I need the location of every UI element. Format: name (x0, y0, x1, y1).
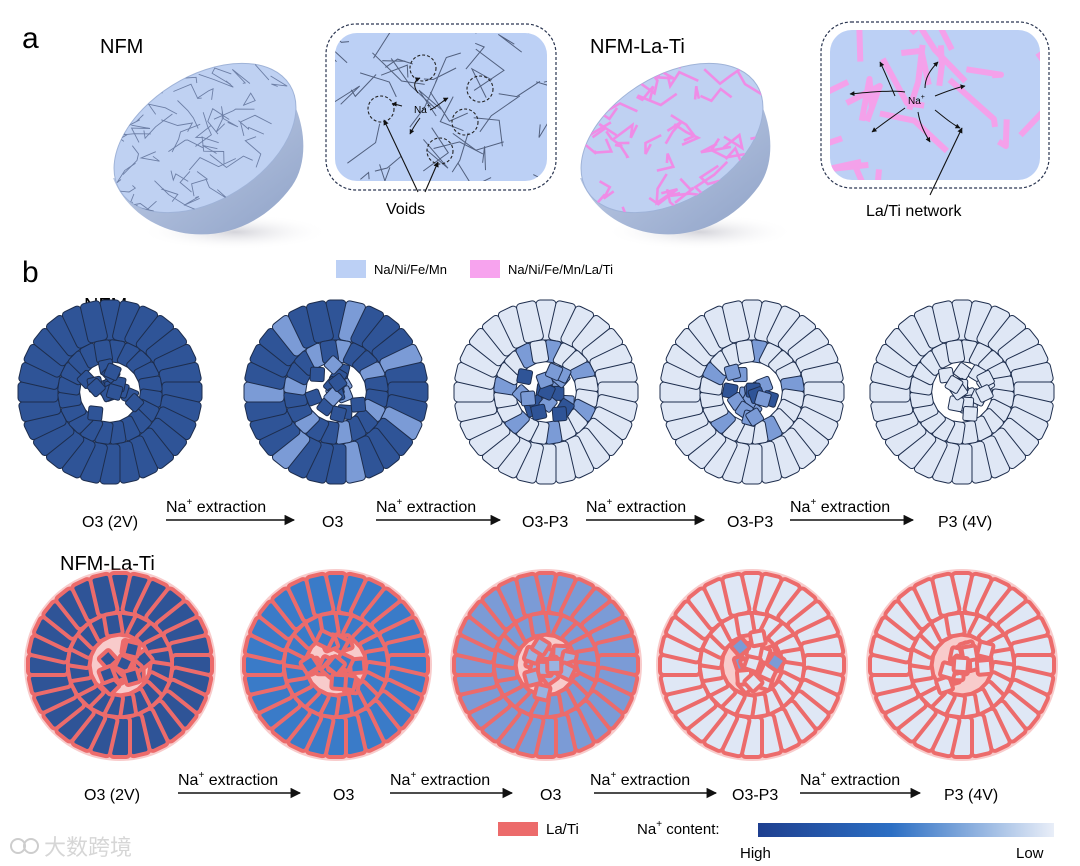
nfm-hemisphere (87, 40, 330, 250)
legend-swatch-na-ni-fe-mn-la-ti (470, 260, 500, 278)
particle (659, 299, 845, 485)
nfm-la-ti-arrow-label-3: Na+ extraction (590, 770, 690, 789)
nfm-arrows: Na+ extraction Na+ extraction Na+ extrac… (166, 497, 915, 526)
nfm-stage-2: O3 (322, 514, 343, 531)
nfm-arrow-label-4: Na+ extraction (790, 497, 890, 516)
nfm-stage-1: O3 (2V) (82, 514, 138, 531)
nfm-la-ti-stage-4: O3-P3 (732, 787, 778, 804)
voids-callout: Voids (386, 201, 425, 218)
nfm-stage-labels: O3 (2V) O3 O3-P3 O3-P3 P3 (4V) (82, 514, 992, 531)
nfm-inset-na-ion: Na+ (414, 103, 431, 116)
nfm-la-ti-arrow-label-4: Na+ extraction (800, 770, 900, 789)
nfm-stage-4: O3-P3 (727, 514, 773, 531)
particle (658, 571, 846, 759)
nfm-arrow-label-1: Na+ extraction (166, 497, 266, 516)
la-ti-swatch (498, 822, 538, 836)
nfm-la-ti-stage-labels: O3 (2V) O3 O3 O3-P3 P3 (4V) (84, 787, 998, 804)
nfm-stage-5: P3 (4V) (938, 514, 992, 531)
nfm-la-ti-hemisphere (554, 51, 795, 250)
panel-a-label: a (22, 22, 39, 55)
nfm-arrow-label-3: Na+ extraction (586, 497, 686, 516)
nfm-particle-row (17, 299, 1055, 485)
nfm-la-ti-arrows: Na+ extraction Na+ extraction Na+ extrac… (178, 770, 922, 799)
nfm-la-ti-inset: Na+ La/Ti network (820, 21, 1050, 220)
na-content-label: Na+ content: (637, 819, 720, 838)
nfm-la-ti-inset-na-ion: Na+ (908, 94, 925, 107)
watermark-text: 大数跨境 (44, 836, 132, 861)
nfm-la-ti-arrow-label-2: Na+ extraction (390, 770, 490, 789)
panel-a-nfm-la-ti-title: NFM-La-Ti (590, 36, 685, 58)
watermark: 大数跨境 (10, 836, 132, 861)
particle (869, 299, 1055, 485)
particle (17, 299, 203, 485)
panel-b-legend: La/Ti Na+ content: High Low (498, 819, 1054, 862)
legend-label-na-ni-fe-mn: Na/Ni/Fe/Mn (374, 262, 447, 277)
panel-a-legend: Na/Ni/Fe/Mn Na/Ni/Fe/Mn/La/Ti (336, 260, 613, 278)
nfm-la-ti-stage-3: O3 (540, 787, 561, 804)
nfm-la-ti-particle-row (24, 569, 1058, 761)
la-ti-network-callout: La/Ti network (866, 203, 962, 220)
la-ti-legend-label: La/Ti (546, 821, 579, 838)
panel-b-label: b (22, 256, 39, 289)
na-content-low-label: Low (1016, 845, 1044, 862)
particle (242, 571, 430, 759)
particle (868, 571, 1056, 759)
nfm-inset: Na+ Voids (325, 23, 557, 218)
nfm-la-ti-arrow-label-1: Na+ extraction (178, 770, 278, 789)
legend-label-na-ni-fe-mn-la-ti: Na/Ni/Fe/Mn/La/Ti (508, 262, 613, 277)
legend-swatch-na-ni-fe-mn (336, 260, 366, 278)
nfm-stage-3: O3-P3 (522, 514, 568, 531)
particle (453, 299, 639, 485)
row-nfm-la-ti-title: NFM-La-Ti (60, 553, 155, 575)
na-content-high-label: High (740, 845, 771, 862)
particle (243, 299, 429, 485)
na-content-gradient-bar (758, 823, 1054, 837)
nfm-la-ti-stage-1: O3 (2V) (84, 787, 140, 804)
particle (452, 571, 640, 759)
panel-a-nfm-title: NFM (100, 36, 143, 58)
nfm-la-ti-stage-2: O3 (333, 787, 354, 804)
nfm-arrow-label-2: Na+ extraction (376, 497, 476, 516)
particle (26, 571, 214, 759)
nfm-la-ti-stage-5: P3 (4V) (944, 787, 998, 804)
